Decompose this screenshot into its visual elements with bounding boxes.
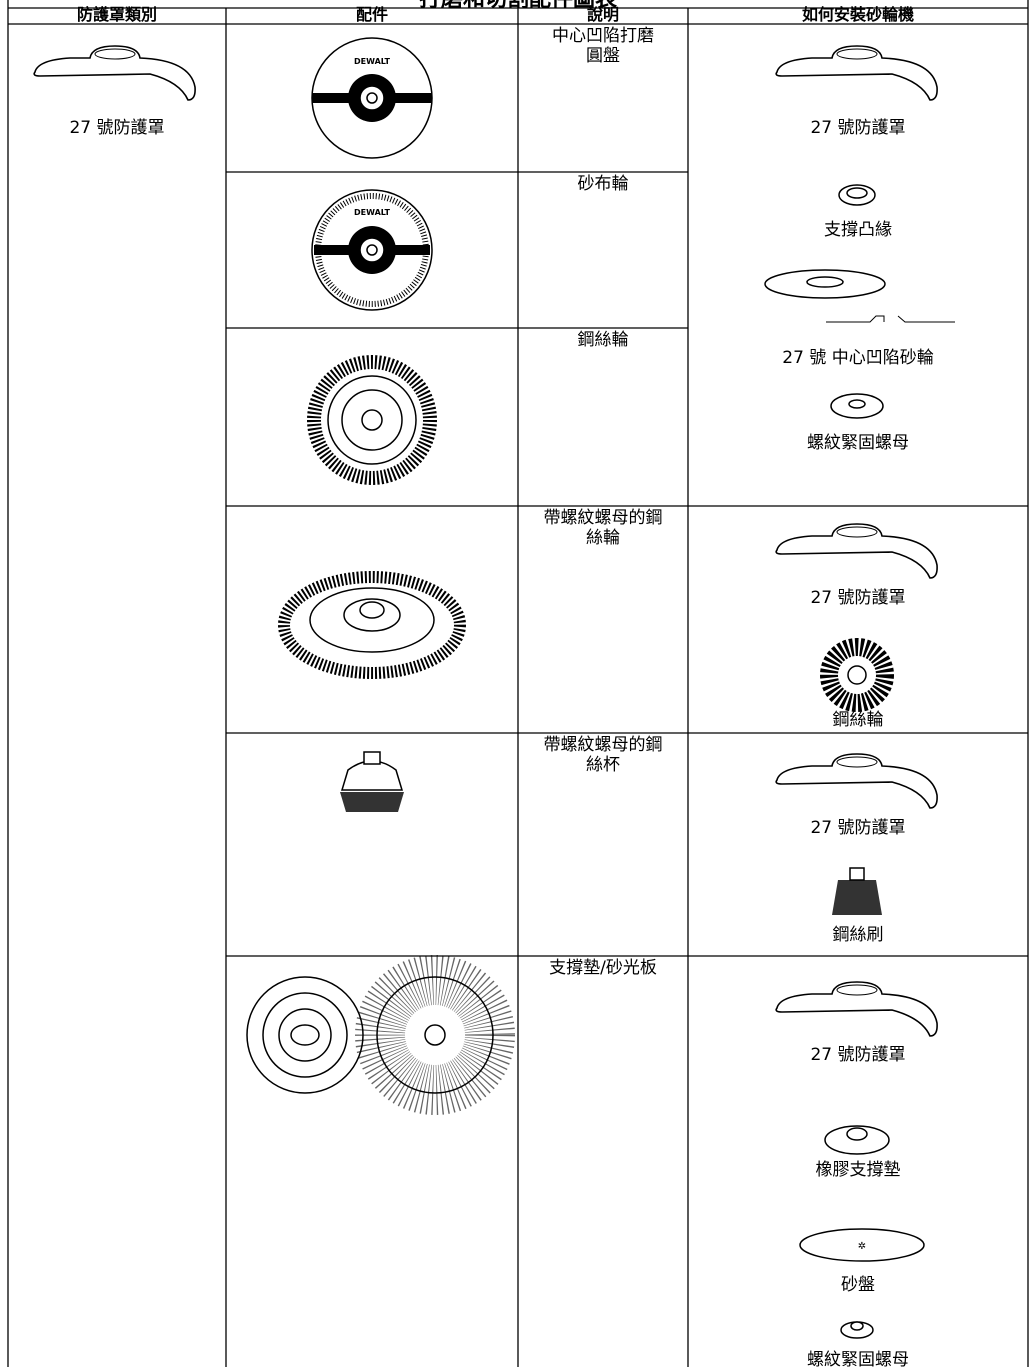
description: 絲輪: [586, 528, 620, 548]
install-label: 27 號防護罩: [810, 588, 906, 608]
install-label: 螺紋緊固螺母: [807, 433, 909, 453]
install-label: 橡膠支撐墊: [815, 1160, 901, 1180]
column-header: 說明: [586, 5, 619, 24]
sanding-center-mark: ✲: [858, 1241, 866, 1252]
description: 帶螺紋螺母的鋼: [543, 735, 663, 755]
description: 帶螺紋螺母的鋼: [543, 508, 663, 528]
illustrations: ✲: [33, 37, 955, 1339]
install-label: 27 號防護罩: [810, 1045, 906, 1065]
install-label: 27 號 中心凹陷砂輪: [782, 348, 934, 368]
title: 打磨和切割配件圖表: [8, 0, 1028, 11]
guard-type: 27 號防護罩: [69, 118, 165, 138]
description: 絲杯: [586, 755, 620, 775]
description: 鋼絲輪: [577, 330, 629, 350]
description: 砂布輪: [577, 174, 629, 194]
brand-label: DEWALT: [354, 208, 390, 217]
install-label: 鋼絲刷: [832, 925, 884, 945]
install-label: 砂盤: [841, 1275, 875, 1295]
column-header: 如何安裝砂輪機: [801, 5, 914, 24]
install-label: 鋼絲輪: [832, 710, 884, 730]
column-header: 防護罩類別: [76, 5, 157, 24]
install-label: 支撐凸緣: [824, 220, 892, 240]
install-label: 27 號防護罩: [810, 818, 906, 838]
install-label: 27 號防護罩: [810, 118, 906, 138]
grid-lines: [7, 0, 1029, 1367]
description: 支撐墊/砂光板: [549, 958, 657, 978]
brand-label: DEWALT: [354, 57, 390, 66]
column-header: 配件: [355, 5, 388, 24]
install-label: 螺紋緊固螺母: [807, 1350, 909, 1370]
description: 中心凹陷打磨: [552, 26, 654, 46]
description: 圓盤: [586, 46, 620, 66]
